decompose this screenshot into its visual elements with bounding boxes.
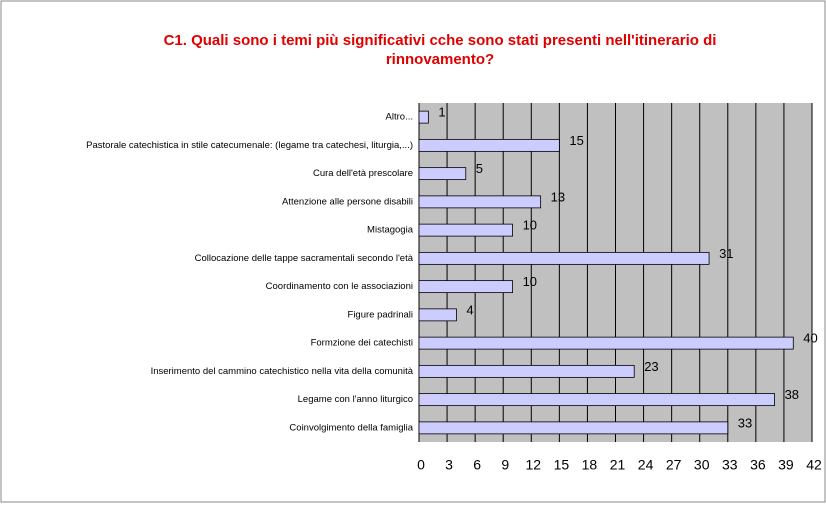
- value-label: 15: [569, 133, 583, 148]
- value-label: 38: [785, 387, 799, 402]
- x-tick-label: 21: [610, 457, 626, 473]
- bar: [418, 421, 729, 435]
- bar: [418, 195, 542, 209]
- bar: [418, 308, 457, 322]
- value-label: 33: [738, 415, 752, 430]
- chart-title: C1. Quali sono i temi più significativi …: [164, 32, 717, 49]
- y-tick-label: Pastorale catechistica in stile catecume…: [86, 140, 413, 151]
- y-tick-label: Altro...: [386, 112, 413, 123]
- value-label: 13: [551, 189, 565, 204]
- x-tick-label: 39: [778, 457, 794, 473]
- y-tick-label: Legame con l'anno liturgico: [298, 394, 413, 405]
- x-tick-label: 33: [722, 457, 738, 473]
- x-tick-label: 18: [582, 457, 598, 473]
- y-tick-label: Coordinamento con le associazioni: [266, 281, 413, 292]
- bar: [418, 223, 513, 237]
- value-label: 31: [719, 246, 733, 261]
- x-tick-label: 36: [750, 457, 766, 473]
- x-tick-label: 24: [638, 457, 654, 473]
- bar: [418, 364, 635, 378]
- y-tick-label: Coinvolgimento della famiglia: [289, 422, 413, 433]
- y-tick-label: Inserimento del cammino catechistico nel…: [151, 366, 414, 377]
- bar: [418, 280, 513, 294]
- value-label: 23: [644, 359, 658, 374]
- value-label: 10: [523, 274, 537, 289]
- x-tick-label: 9: [501, 457, 509, 473]
- bar: [418, 167, 467, 181]
- chart-title: rinnovamento?: [386, 51, 494, 68]
- value-label: 40: [803, 331, 817, 346]
- value-label: 5: [476, 161, 483, 176]
- y-tick-label: Collocazione delle tappe sacramentali se…: [195, 253, 414, 264]
- y-tick-label: Cura dell'età prescolare: [313, 168, 413, 179]
- x-tick-label: 30: [694, 457, 710, 473]
- bar: [418, 393, 775, 407]
- x-tick-label: 12: [525, 457, 541, 473]
- y-tick-label: Formzione dei catechisti: [311, 338, 413, 349]
- bar: [418, 110, 429, 124]
- x-tick-label: 42: [806, 457, 822, 473]
- x-tick-label: 15: [554, 457, 570, 473]
- x-tick-label: 0: [417, 457, 425, 473]
- y-tick-label: Mistagogia: [367, 225, 414, 236]
- x-tick-label: 3: [445, 457, 453, 473]
- value-label: 4: [466, 302, 473, 317]
- x-tick-label: 6: [473, 457, 481, 473]
- y-tick-label: Attenzione alle persone disabili: [282, 196, 413, 207]
- value-label: 1: [438, 105, 445, 120]
- bar: [418, 138, 560, 152]
- y-tick-label: Figure padrinali: [348, 309, 413, 320]
- bar: [418, 336, 794, 350]
- value-label: 10: [523, 218, 537, 233]
- x-tick-label: 27: [666, 457, 682, 473]
- bar: [418, 251, 710, 265]
